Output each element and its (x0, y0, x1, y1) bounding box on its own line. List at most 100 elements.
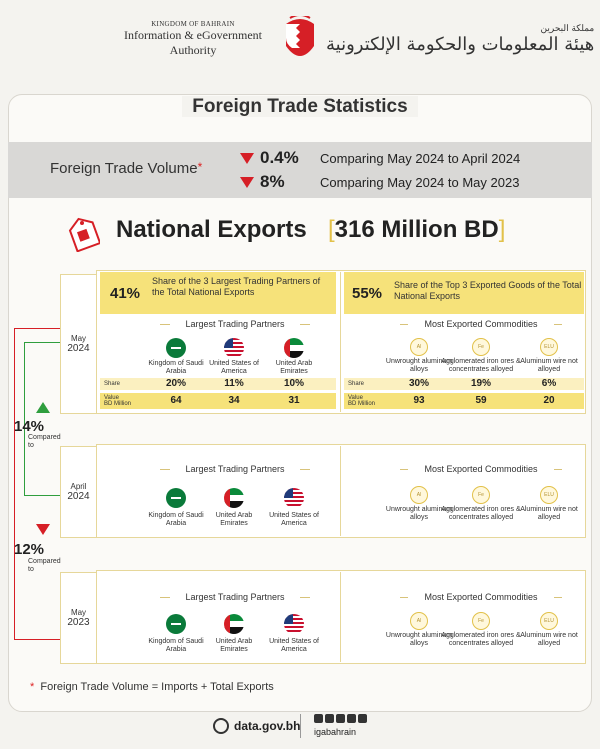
iron-ore-icon: Fe (472, 338, 490, 356)
org-name-arabic: مملكة البحرين هيئة المعلومات والحكومة ال… (326, 24, 594, 55)
partners-share-pct: 41% (110, 285, 141, 302)
goods-share-text: Share of the Top 3 Exported Goods of the… (394, 280, 582, 301)
facebook-icon[interactable] (336, 714, 345, 723)
aluminum-alloy-icon: Al (410, 486, 428, 504)
partner-label: Kingdom of Saudi Arabia (148, 638, 204, 653)
panel-divider (340, 272, 341, 412)
partners-heading: Largest Trading Partners (170, 464, 300, 474)
trade-volume-label: Foreign Trade Volume* (50, 160, 203, 177)
aluminum-alloy-icon: Al (410, 612, 428, 630)
partner-label: Kingdom of Saudi Arabia (148, 360, 204, 375)
arrow-up-icon (36, 402, 50, 413)
share-row-label: Share (104, 381, 121, 387)
flag-uae-icon (284, 338, 304, 358)
org-line-2: Authority (169, 43, 217, 57)
partner-bd-value: 31 (288, 395, 300, 406)
kingdom-arabic: مملكة البحرين (540, 24, 595, 34)
x-icon[interactable] (325, 714, 334, 723)
arrow-down-icon (240, 176, 254, 188)
social-icons (314, 714, 367, 723)
bahrain-emblem-icon (286, 16, 314, 56)
goods-share-value: 19% (470, 378, 491, 389)
volume-compare: Comparing May 2024 to April 2024 (320, 150, 521, 166)
iron-ore-icon: Fe (472, 486, 490, 504)
linkedin-icon[interactable] (347, 714, 356, 723)
youtube-icon[interactable] (358, 714, 367, 723)
website-link[interactable]: data.gov.bh (234, 719, 301, 733)
kingdom-label: KINGDOM OF BAHRAIN (151, 20, 235, 28)
arrow-down-icon (36, 524, 50, 535)
partner-share-value: 11% (224, 378, 244, 389)
globe-icon (213, 718, 229, 734)
flag-uae-icon (224, 488, 244, 508)
partner-bd-value: 34 (228, 395, 240, 406)
volume-row-month: 0.4% Comparing May 2024 to April 2024 (240, 148, 520, 168)
national-exports-title: National Exports (116, 216, 307, 243)
flag-usa-icon (284, 488, 304, 508)
instagram-icon[interactable] (314, 714, 323, 723)
flag-saudi-arabia-icon (166, 338, 186, 358)
panel-divider (340, 446, 341, 536)
partners-value-row (100, 393, 336, 409)
page-title: Foreign Trade Statistics (0, 96, 600, 118)
commodity-label: Unwrought aluminum alloys (385, 358, 453, 373)
partners-share-band (100, 272, 336, 314)
value-row-label: Value BD Million (104, 395, 132, 407)
flag-uae-icon (224, 614, 244, 634)
goods-bd-value: 20 (543, 395, 555, 406)
change-compare-label: Compared to (28, 558, 61, 573)
flag-saudi-arabia-icon (166, 488, 186, 508)
org-line-1: Information & eGovernment (124, 28, 262, 42)
goods-heading: Most Exported Commodities (408, 464, 554, 474)
partners-share-text: Share of the 3 Largest Trading Partners … (152, 276, 321, 297)
partner-label: Kingdom of Saudi Arabia (148, 512, 204, 527)
partner-label: United Arab Emirates (215, 512, 253, 527)
panel-divider (340, 572, 341, 662)
goods-bd-value: 59 (475, 395, 487, 406)
aluminum-wire-icon: ELU (540, 338, 558, 356)
commodity-label: Agglomerated iron ores & concentrates al… (441, 632, 521, 647)
goods-share-row (344, 378, 584, 390)
national-exports-value: [316 Million BD] (328, 216, 506, 243)
volume-row-year: 8% Comparing May 2024 to May 2023 (240, 172, 519, 192)
social-handle: igabahrain (314, 727, 357, 737)
partners-share-row (100, 378, 336, 390)
goods-share-value: 6% (541, 378, 557, 389)
flag-usa-icon (284, 614, 304, 634)
date-tab-may-2023: May 2023 (60, 572, 96, 664)
value-row-label: Value BD Million (348, 395, 376, 407)
aluminum-alloy-icon: Al (410, 338, 428, 356)
partner-share-value: 20% (165, 378, 186, 389)
commodity-label: Unwrought aluminum alloys (385, 632, 453, 647)
share-row-label: Share (348, 381, 365, 387)
red-connector (14, 328, 60, 640)
commodity-label: Aluminum wire not alloyed (520, 358, 578, 373)
commodity-label: Aluminum wire not alloyed (520, 506, 578, 521)
date-tab-may-2024: May 2024 (60, 274, 96, 414)
partner-bd-value: 64 (170, 395, 182, 406)
goods-share-value: 30% (408, 378, 429, 389)
partner-label: United States of America (209, 360, 259, 375)
commodity-label: Agglomerated iron ores & concentrates al… (441, 506, 521, 521)
volume-pct: 0.4% (260, 148, 299, 167)
flag-usa-icon (224, 338, 244, 358)
commodity-label: Aluminum wire not alloyed (520, 632, 578, 647)
panel-april-2024 (96, 444, 586, 538)
change-pct-up: 14% (14, 418, 45, 435)
partner-label: United Arab Emirates (275, 360, 313, 375)
header: KINGDOM OF BAHRAIN Information & eGovern… (0, 0, 600, 80)
commodity-label: Unwrought aluminum alloys (385, 506, 453, 521)
partners-heading: Largest Trading Partners (170, 592, 300, 602)
partner-label: United Arab Emirates (215, 638, 253, 653)
change-pct-down: 12% (14, 541, 45, 558)
footnote: * Foreign Trade Volume = Imports + Total… (30, 681, 274, 693)
divider (300, 714, 301, 738)
export-tag-icon (68, 217, 100, 252)
goods-value-row (344, 393, 584, 409)
change-compare-label: Compared to (28, 434, 61, 449)
arrow-down-icon (240, 152, 254, 164)
partners-heading: Largest Trading Partners (170, 319, 300, 329)
goods-heading: Most Exported Commodities (408, 319, 554, 329)
green-connector (24, 342, 60, 496)
goods-share-band (344, 272, 584, 314)
